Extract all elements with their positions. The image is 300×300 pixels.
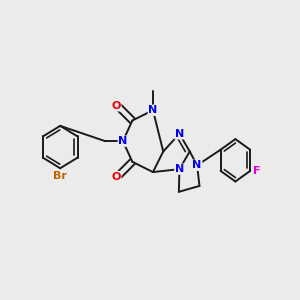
Text: N: N (175, 129, 184, 139)
Text: N: N (148, 105, 158, 115)
Text: Br: Br (53, 171, 67, 181)
Text: N: N (175, 164, 184, 174)
Text: O: O (112, 172, 121, 182)
Text: O: O (112, 101, 121, 111)
Text: N: N (118, 136, 128, 146)
Text: F: F (253, 166, 260, 176)
Text: N: N (193, 160, 202, 170)
